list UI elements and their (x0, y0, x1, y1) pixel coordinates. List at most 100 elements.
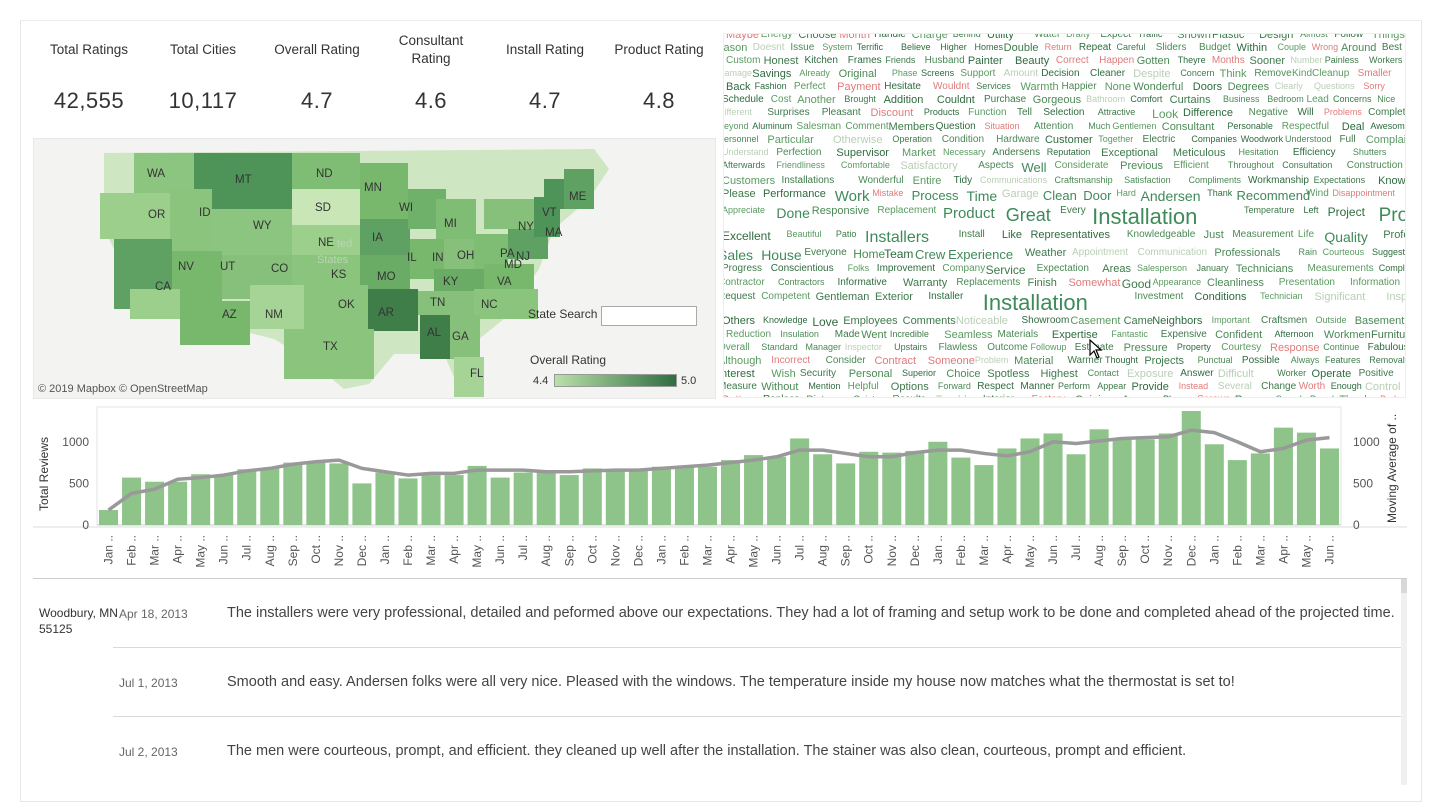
cloud-word[interactable]: Maybe (726, 33, 760, 41)
scrollbar-track[interactable] (1401, 579, 1407, 785)
cloud-word[interactable]: Sorry (1363, 81, 1385, 91)
cloud-word[interactable]: Deal (1341, 121, 1365, 133)
cloud-word[interactable]: Around (1340, 42, 1377, 54)
cloud-word[interactable]: Showroom (1021, 315, 1070, 326)
cloud-word[interactable]: Installation (1092, 204, 1198, 229)
cloud-word[interactable]: Completion (1378, 263, 1405, 273)
cloud-word[interactable]: Measurements (1307, 263, 1374, 274)
cloud-word[interactable]: Someone (927, 355, 975, 367)
bar[interactable] (191, 474, 211, 525)
cloud-word[interactable]: Design (1259, 33, 1294, 41)
cloud-word[interactable]: Installers (865, 229, 930, 246)
bar[interactable] (375, 472, 395, 525)
cloud-word[interactable]: Hardware (996, 134, 1040, 145)
cloud-word[interactable]: Respectful (1281, 121, 1329, 132)
cloud-word[interactable]: Entire (912, 175, 942, 187)
cloud-word[interactable]: Lead (1306, 94, 1329, 105)
cloud-word[interactable]: Friends (885, 55, 916, 65)
cloud-word[interactable]: Reputation (1046, 147, 1091, 157)
cloud-word[interactable]: Just (1203, 229, 1224, 241)
cloud-word[interactable]: Love (812, 315, 839, 329)
cloud-word[interactable]: Came (1123, 315, 1153, 327)
cloud-word[interactable]: Incorrect (771, 355, 811, 366)
bar[interactable] (329, 463, 349, 525)
cloud-word[interactable]: Expect (1100, 33, 1131, 40)
cloud-word[interactable]: Concern (1180, 68, 1215, 78)
cloud-word[interactable]: Outside (1315, 315, 1347, 325)
cloud-word[interactable]: Products (923, 107, 960, 117)
bar[interactable] (1066, 454, 1086, 525)
cloud-word[interactable]: Positive (1358, 368, 1394, 379)
cloud-word[interactable]: Professionals (1214, 247, 1281, 259)
cloud-word[interactable]: Believe (900, 42, 931, 52)
cloud-word[interactable]: Personnel (724, 134, 759, 144)
cloud-word[interactable]: Workmen (1323, 329, 1371, 341)
cloud-word[interactable]: Hesitation (1238, 147, 1279, 157)
cloud-word[interactable]: Comfort (1130, 94, 1163, 104)
cloud-word[interactable]: Correct (1055, 55, 1089, 66)
cloud-word[interactable]: Consider (825, 355, 866, 366)
cloud-word[interactable]: Communications (980, 175, 1048, 185)
cloud-word[interactable]: Every (1060, 205, 1086, 216)
cloud-word[interactable]: Look (1152, 107, 1179, 121)
cloud-word[interactable]: Efficient (1173, 160, 1209, 171)
cloud-word[interactable]: Clearly (1274, 81, 1303, 91)
cloud-word[interactable]: Return (1044, 42, 1072, 52)
cloud-word[interactable]: Months (1211, 55, 1245, 66)
cloud-word[interactable]: Jason (723, 42, 748, 54)
cloud-word[interactable]: Painless (1324, 55, 1359, 65)
cloud-word[interactable]: Warmth (1020, 81, 1059, 93)
cloud-word[interactable]: Temperature (1244, 205, 1295, 215)
cloud-word[interactable]: Different (724, 107, 752, 117)
cloud-word[interactable]: Broken (1380, 395, 1405, 398)
cloud-word[interactable]: Punctual (1197, 355, 1233, 365)
cloud-word[interactable]: Remove (1254, 68, 1292, 79)
cloud-word[interactable]: Workmanship (1248, 175, 1309, 186)
cloud-word[interactable]: Considerate (1054, 160, 1109, 171)
cloud-word[interactable]: Afterwards (723, 160, 766, 170)
cloud-word[interactable]: Choice (946, 368, 981, 380)
cloud-word[interactable]: Perfect (793, 81, 826, 92)
cloud-word[interactable]: Comment (845, 121, 889, 132)
cloud-word[interactable]: Courtesy (1221, 342, 1262, 353)
cloud-word[interactable]: Brought (844, 94, 876, 104)
cloud-word[interactable]: Exposure (1126, 368, 1174, 380)
cloud-word[interactable]: KindCleanup (1292, 68, 1350, 79)
bar[interactable] (214, 475, 234, 525)
cloud-word[interactable]: Decision (1041, 68, 1080, 79)
cloud-word[interactable]: Enough (1330, 381, 1362, 391)
cloud-word[interactable]: Woodwork (1240, 134, 1284, 144)
cloud-word[interactable]: Excellent (723, 229, 771, 243)
cloud-word[interactable]: Mention (808, 381, 841, 391)
cloud-word[interactable]: Opinion (1075, 395, 1113, 398)
cloud-word[interactable]: Things (1371, 33, 1405, 41)
bar[interactable] (1227, 460, 1247, 525)
cloud-word[interactable]: Went (861, 329, 887, 341)
cloud-word[interactable]: Contact (1087, 368, 1119, 378)
cloud-word[interactable]: Everyone (804, 247, 847, 258)
cloud-word[interactable]: Personal (848, 368, 893, 380)
cloud-word[interactable]: Custom (726, 55, 761, 66)
cloud-word[interactable]: Progress (723, 263, 763, 274)
bar[interactable] (928, 441, 948, 525)
bar[interactable] (1089, 429, 1109, 525)
cloud-word[interactable]: Great (1005, 205, 1051, 225)
cloud-word[interactable]: Door (1083, 188, 1112, 203)
cloud-word[interactable]: Within (1236, 42, 1268, 54)
cloud-word[interactable]: Beyond (724, 121, 749, 131)
cloud-word[interactable]: Presentation (1278, 277, 1335, 288)
cloud-word[interactable]: Disappointment (1332, 188, 1395, 198)
cloud-word[interactable]: Surprises (767, 107, 810, 118)
cloud-word[interactable]: Others (723, 315, 756, 327)
cloud-word[interactable]: Conscientious (770, 263, 834, 274)
cloud-word[interactable]: Results (893, 395, 926, 398)
cloud-word[interactable]: Incredible (889, 329, 929, 339)
cloud-word[interactable]: Warmer (1067, 355, 1103, 366)
cloud-word[interactable]: Reduction (726, 329, 772, 340)
map-credit[interactable]: © 2019 Mapbox © OpenStreetMap (38, 383, 208, 395)
cloud-word[interactable]: System (822, 42, 853, 52)
cloud-word[interactable]: Doesnt (752, 42, 785, 53)
cloud-word[interactable]: Almost (1300, 33, 1328, 39)
bar[interactable] (1273, 427, 1293, 525)
cloud-word[interactable]: Expectation (1036, 263, 1089, 274)
